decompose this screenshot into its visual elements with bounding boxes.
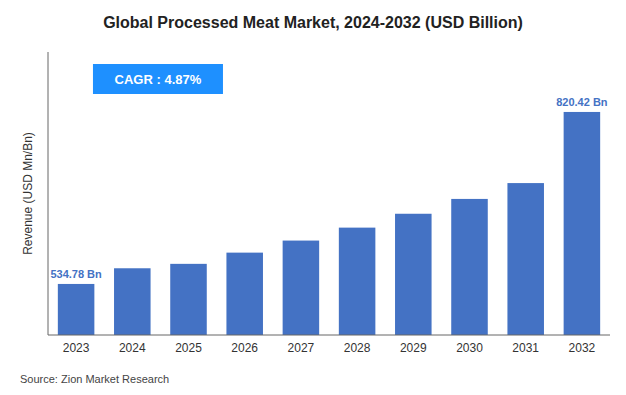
title: Global Processed Meat Market, 2024-2032 … — [103, 14, 523, 31]
x-tick-label: 2024 — [119, 341, 146, 355]
bar — [451, 199, 488, 335]
bar — [395, 214, 432, 335]
x-tick-label: 2031 — [512, 341, 539, 355]
bars — [58, 112, 600, 335]
x-tick-label: 2032 — [569, 341, 596, 355]
x-tick-label: 2025 — [175, 341, 202, 355]
x-tick-label: 2028 — [344, 341, 371, 355]
bar — [564, 112, 601, 335]
x-tick-label: 2023 — [63, 341, 90, 355]
x-tick-label: 2030 — [456, 341, 483, 355]
annotation: 820.42 Bn — [556, 96, 608, 108]
x-tick-label: 2027 — [288, 341, 315, 355]
annotation: 534.78 Bn — [50, 268, 102, 280]
annotation: CAGR : 4.87% — [115, 72, 202, 87]
chart: Global Processed Meat Market, 2024-2032 … — [0, 0, 626, 395]
bar — [507, 183, 544, 335]
y-axis-line — [48, 52, 49, 335]
x-tick-label: 2029 — [400, 341, 427, 355]
bar — [339, 228, 376, 335]
bar — [283, 241, 320, 335]
bar — [170, 264, 207, 335]
x-tick-label: 2026 — [231, 341, 258, 355]
x-axis-line — [48, 335, 610, 336]
annotation-box — [93, 64, 223, 94]
bar — [58, 284, 95, 335]
bar — [226, 253, 263, 335]
source: Source: Zion Market Research — [20, 373, 169, 385]
y-axis-label: Revenue (USD Mn/Bn) — [21, 132, 35, 255]
bar — [114, 268, 151, 335]
